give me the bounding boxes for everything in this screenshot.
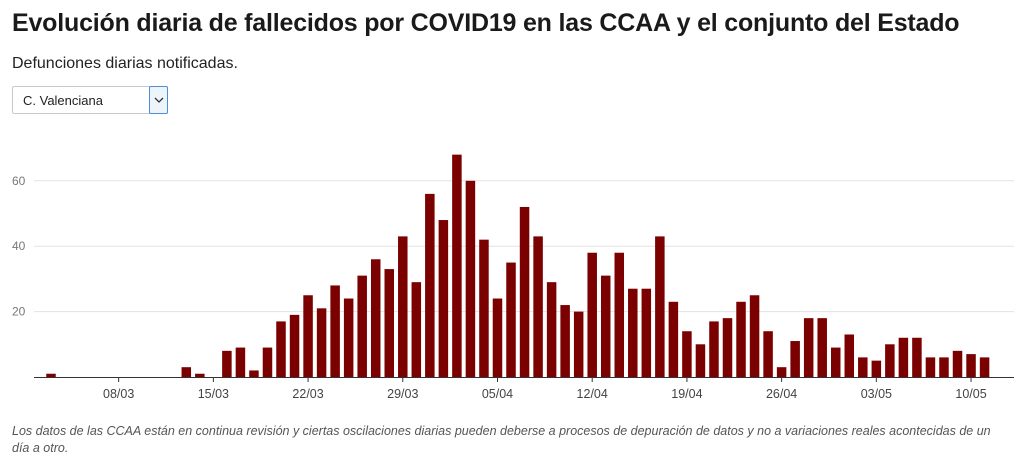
x-tick-label: 29/03 xyxy=(387,387,418,401)
bar xyxy=(303,295,313,377)
bar xyxy=(668,301,679,377)
bar xyxy=(614,252,625,377)
bar xyxy=(925,357,936,377)
bar xyxy=(519,206,530,377)
bar xyxy=(600,275,611,377)
x-tick-label: 12/04 xyxy=(577,387,608,401)
x-tick-label: 03/05 xyxy=(861,387,892,401)
bar xyxy=(370,259,381,377)
bar xyxy=(885,344,895,377)
select-dropdown-button[interactable] xyxy=(149,86,168,114)
bar xyxy=(506,262,516,377)
bar xyxy=(817,318,827,377)
bar xyxy=(425,193,435,377)
bar xyxy=(573,311,584,377)
daily-deaths-bar-chart: 20 40 60 08/03 15/03 22/03 29/03 05/04 12/04 19/0… xyxy=(12,154,1014,401)
bar xyxy=(289,314,300,377)
x-tick-label: 19/04 xyxy=(671,387,702,401)
bar xyxy=(222,350,232,377)
bar xyxy=(641,288,652,377)
bar xyxy=(871,360,882,377)
bar xyxy=(912,337,922,377)
bar xyxy=(682,331,692,377)
bar xyxy=(655,236,665,377)
bar xyxy=(858,357,868,377)
bar xyxy=(316,308,327,377)
bar xyxy=(533,236,543,377)
bar xyxy=(195,373,205,377)
bar xyxy=(587,252,597,377)
region-select-value: C. Valenciana xyxy=(23,93,103,108)
x-tick-label: 22/03 xyxy=(292,387,323,401)
bar xyxy=(560,305,570,377)
bar xyxy=(479,239,489,377)
bar xyxy=(398,236,408,377)
chart-title: Evolución diaria de fallecidos por COVID… xyxy=(12,9,960,37)
bar xyxy=(803,318,814,377)
bar xyxy=(979,357,990,377)
bar xyxy=(763,331,773,377)
bar xyxy=(628,288,638,377)
bar xyxy=(438,220,449,377)
bar xyxy=(276,321,286,377)
x-tick-label: 08/03 xyxy=(103,387,134,401)
bar xyxy=(343,298,354,377)
bar xyxy=(939,357,949,377)
bar xyxy=(952,350,963,377)
y-tick-label: 20 xyxy=(12,305,26,319)
x-tick-label: 26/04 xyxy=(766,387,797,401)
bar xyxy=(898,337,909,377)
bar xyxy=(790,341,800,377)
footnote: Los datos de las CCAA están en continua … xyxy=(12,424,991,455)
bar xyxy=(776,367,787,377)
bar xyxy=(357,275,367,377)
bar xyxy=(736,301,746,377)
chart-subtitle: Defunciones diarias notificadas. xyxy=(12,55,238,72)
bar xyxy=(330,285,340,377)
bar xyxy=(262,347,273,377)
bar xyxy=(749,295,760,377)
bar xyxy=(46,373,56,377)
bar xyxy=(695,344,706,377)
bar xyxy=(966,354,976,377)
y-tick-label: 40 xyxy=(12,239,26,253)
region-select[interactable]: C. Valenciana xyxy=(12,86,168,114)
chevron-down-icon xyxy=(154,97,163,103)
bar xyxy=(546,282,557,377)
bar xyxy=(709,321,719,377)
x-tick-label: 15/03 xyxy=(198,387,229,401)
x-tick-label: 05/04 xyxy=(482,387,513,401)
bar xyxy=(235,347,246,377)
y-tick-label: 60 xyxy=(12,174,26,188)
bar xyxy=(249,370,259,377)
bar xyxy=(830,347,841,377)
bar xyxy=(181,367,192,377)
bar xyxy=(844,334,855,377)
bar xyxy=(384,269,394,377)
bar xyxy=(452,154,462,377)
bar xyxy=(411,282,422,377)
bar xyxy=(722,318,733,377)
bar xyxy=(492,298,503,377)
x-tick-label: 10/05 xyxy=(955,387,986,401)
bar xyxy=(465,180,476,377)
